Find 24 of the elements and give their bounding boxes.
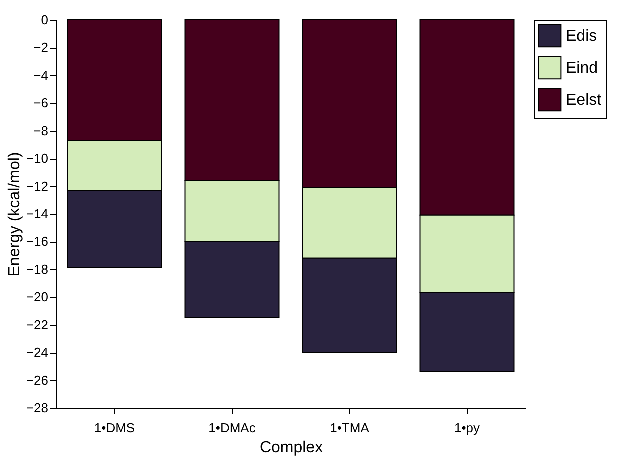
x-tick-label: 1•TMA xyxy=(330,420,370,436)
y-tick-label: −6 xyxy=(34,96,48,111)
y-tick-label: −2 xyxy=(34,40,48,56)
y-tick-label: −10 xyxy=(26,151,48,166)
y-tick-label: 0 xyxy=(41,12,48,28)
x-tick-label: 1•DMAc xyxy=(208,420,256,436)
legend-label: Edis xyxy=(566,28,598,45)
y-tick-label: −26 xyxy=(26,372,48,388)
x-tick-label: 1•DMS xyxy=(94,420,136,436)
legend-label: Eind xyxy=(566,60,598,77)
x-tick-label: 1•py xyxy=(454,420,481,436)
y-tick-label: −24 xyxy=(26,345,48,360)
y-axis-title: Energy (kcal/mol) xyxy=(6,152,24,277)
y-tick-label: −18 xyxy=(26,262,48,277)
y-tick-label: −22 xyxy=(26,317,48,332)
y-tick-label: −28 xyxy=(26,400,48,416)
legend-label: Eelst xyxy=(566,92,602,109)
y-tick-label: −8 xyxy=(34,123,48,138)
y-tick-label: −16 xyxy=(26,234,48,250)
y-tick-label: −4 xyxy=(34,68,48,83)
x-axis-title: Complex xyxy=(260,440,324,456)
y-tick-label: −14 xyxy=(26,206,48,222)
y-tick-label: −12 xyxy=(26,178,48,194)
y-tick-label: −20 xyxy=(26,290,48,305)
